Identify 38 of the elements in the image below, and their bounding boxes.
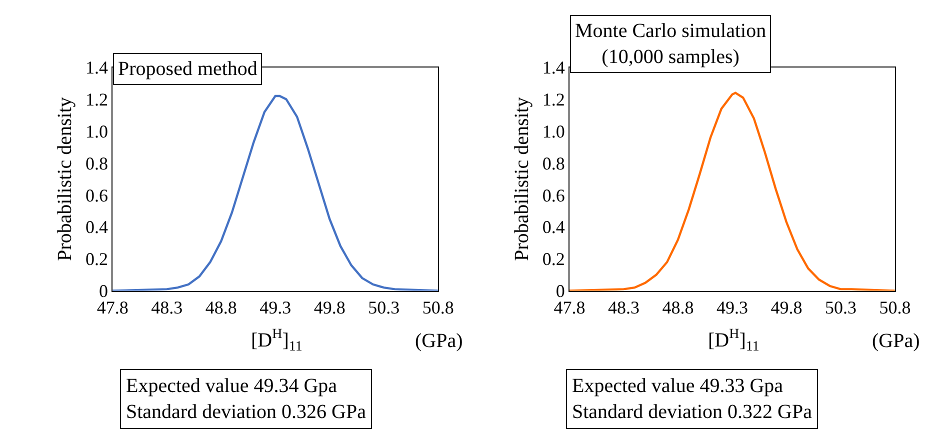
y-axis-title: Probabilistic density [510, 97, 533, 261]
x-tick-label: 50.8 [422, 297, 454, 318]
chart-title: Monte Carlo simulation (10,000 samples) [575, 20, 766, 68]
x-tick-label: 49.3 [260, 297, 292, 318]
y-tick-label: 0.2 [85, 249, 108, 270]
x-tick-label: 49.8 [314, 297, 346, 318]
y-tick-label: 0.8 [85, 153, 108, 174]
text: (GPa) [415, 330, 463, 352]
y-tick-label: 1.4 [85, 58, 108, 78]
x-tick-label: 49.3 [716, 297, 748, 318]
y-tick-label: 1.2 [85, 90, 108, 110]
x-tick-label: 50.8 [879, 297, 911, 318]
y-tick-label: 1.0 [85, 121, 108, 142]
x-tick-label: 48.3 [608, 297, 640, 318]
y-tick-label: 1.0 [542, 121, 565, 142]
text: Expected value 49.34 Gpa Standard deviation 0.326 GPa [126, 375, 366, 423]
x-tick-label: 49.8 [770, 297, 802, 318]
y-tick-label: 0.2 [542, 249, 565, 270]
x-axis-title: [D$^{H}$]$_{11}$ [708, 327, 760, 355]
x-tick-label: 50.3 [368, 297, 400, 318]
y-tick-label: 0.6 [542, 185, 565, 206]
x-tick-label: 48.8 [205, 297, 237, 318]
y-tick-label: 0.8 [542, 153, 565, 174]
y-tick-label: 0.4 [542, 217, 565, 238]
text: Expected value 49.33 Gpa Standard deviation 0.322 GPa [572, 375, 812, 423]
x-tick-label: 50.3 [824, 297, 856, 318]
line-series [112, 94, 438, 291]
x-tick-label: 48.3 [151, 297, 183, 318]
line-series [569, 92, 895, 291]
x-axis-title: [D$^{H}$]$_{11}$ [251, 327, 302, 355]
x-tick-label: 48.8 [662, 297, 694, 318]
text: (GPa) [872, 330, 920, 352]
y-tick-label: 1.2 [542, 90, 565, 110]
y-tick-label: 0.4 [85, 217, 108, 238]
y-tick-label: 1.4 [542, 58, 565, 78]
y-tick-label: 0.6 [85, 185, 108, 206]
y-axis-title: Probabilistic density [54, 97, 76, 261]
chart-title: Proposed method [118, 58, 258, 80]
